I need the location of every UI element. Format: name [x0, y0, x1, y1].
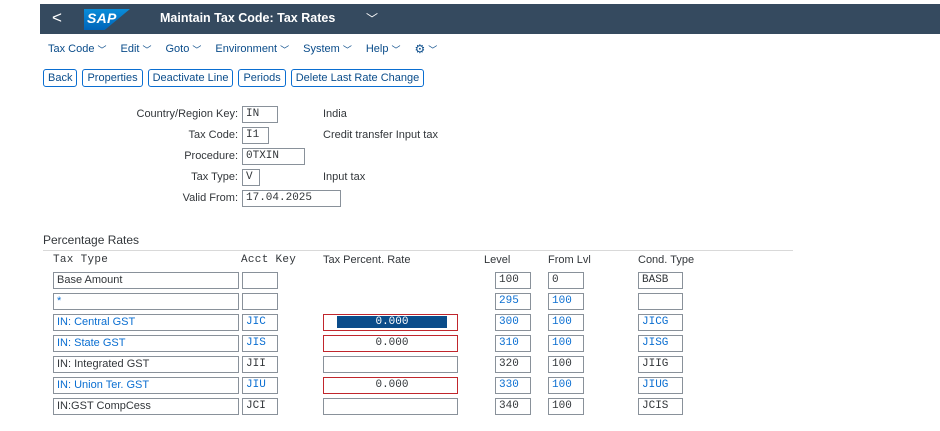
valid-from-label: Valid From: [182, 192, 238, 204]
level-cell[interactable]: 340 [495, 398, 531, 415]
menu-help[interactable]: Help ﹀ [365, 43, 401, 55]
sap-logo: SAP [84, 9, 130, 30]
col-acct-key: Acct Key [241, 254, 297, 266]
from-lvl-cell[interactable]: 100 [548, 314, 584, 331]
tax-percent-rate-input[interactable]: 0.000 [323, 377, 458, 394]
chevron-down-icon: ﹀ [342, 44, 352, 55]
level-cell[interactable]: 320 [495, 356, 531, 373]
tax-type-label: Tax Type: [191, 171, 238, 183]
deactivate-line-button[interactable]: Deactivate Line [147, 69, 234, 87]
cond-type-cell[interactable]: JIUG [638, 377, 683, 394]
back-arrow-icon[interactable]: < [52, 8, 62, 27]
periods-button[interactable]: Periods [238, 69, 286, 87]
tax-code-description: Credit transfer Input tax [323, 129, 438, 141]
country-description: India [323, 108, 347, 120]
properties-button[interactable]: Properties [82, 69, 143, 87]
level-cell[interactable]: 100 [495, 272, 531, 289]
col-tax-percent-rate: Tax Percent. Rate [323, 254, 411, 266]
toolbar: Back Properties Deactivate Line Periods … [43, 69, 429, 87]
level-cell[interactable]: 295 [495, 293, 531, 310]
from-lvl-cell[interactable]: 100 [548, 377, 584, 394]
menu-goto[interactable]: Goto ﹀ [165, 43, 202, 55]
acct-key-cell[interactable]: JCI [242, 398, 278, 415]
country-region-key-field[interactable]: IN [242, 106, 278, 123]
shell-bar: < SAP Maintain Tax Code: Tax Rates ﹀ [40, 4, 940, 34]
chevron-down-icon: ﹀ [428, 44, 438, 55]
level-cell[interactable]: 310 [495, 335, 531, 352]
chevron-down-icon: ﹀ [142, 44, 152, 55]
rate-value: 0.000 [337, 316, 447, 328]
menu-tax-code[interactable]: Tax Code ﹀ [48, 43, 107, 55]
acct-key-cell[interactable]: JIU [242, 377, 278, 394]
gear-icon: ⚙ [414, 42, 426, 56]
tax-type-description: Input tax [323, 171, 366, 183]
col-tax-type: Tax Type [53, 254, 109, 266]
col-cond-type: Cond. Type [638, 254, 695, 266]
chevron-down-icon: ﹀ [391, 44, 401, 55]
from-lvl-cell[interactable]: 100 [548, 293, 584, 310]
procedure-label: Procedure: [184, 150, 238, 162]
cond-type-cell[interactable]: JCIS [638, 398, 683, 415]
tax-percent-rate-input[interactable]: 0.000 [323, 314, 458, 331]
tax-type-cell[interactable]: IN: Central GST [53, 314, 239, 331]
title-chevron-down-icon[interactable]: ﹀ [366, 12, 379, 26]
tax-type-cell[interactable]: IN: Integrated GST [53, 356, 239, 373]
from-lvl-cell[interactable]: 100 [548, 398, 584, 415]
tax-type-cell[interactable]: IN: State GST [53, 335, 239, 352]
menu-environment[interactable]: Environment ﹀ [215, 43, 290, 55]
country-region-key-label: Country/Region Key: [136, 108, 239, 120]
from-lvl-cell[interactable]: 100 [548, 335, 584, 352]
acct-key-cell[interactable]: JIS [242, 335, 278, 352]
tax-percent-rate-input[interactable] [323, 356, 458, 373]
tax-type-cell[interactable]: Base Amount [53, 272, 239, 289]
level-cell[interactable]: 330 [495, 377, 531, 394]
percentage-rates-title: Percentage Rates [43, 233, 140, 247]
cond-type-cell[interactable] [638, 293, 683, 310]
chevron-down-icon: ﹀ [192, 44, 202, 55]
from-lvl-cell[interactable]: 0 [548, 272, 584, 289]
tax-code-field[interactable]: I1 [242, 127, 269, 144]
menu-system[interactable]: System ﹀ [303, 43, 352, 55]
delete-last-rate-change-button[interactable]: Delete Last Rate Change [290, 69, 425, 87]
tax-type-cell[interactable]: * [53, 293, 239, 310]
cond-type-cell[interactable]: JIIG [638, 356, 683, 373]
acct-key-cell[interactable] [242, 272, 278, 289]
cond-type-cell[interactable]: JISG [638, 335, 683, 352]
col-from-lvl: From Lvl [548, 254, 591, 266]
tax-type-cell[interactable]: IN:GST CompCess [53, 398, 239, 415]
valid-from-field[interactable]: 17.04.2025 [242, 190, 341, 207]
section-divider [43, 250, 793, 251]
level-cell[interactable]: 300 [495, 314, 531, 331]
tax-percent-rate-input[interactable]: 0.000 [323, 335, 458, 352]
back-button[interactable]: Back [43, 69, 78, 87]
acct-key-cell[interactable]: JIC [242, 314, 278, 331]
page-title: Maintain Tax Code: Tax Rates [160, 11, 336, 25]
tax-type-cell[interactable]: IN: Union Ter. GST [53, 377, 239, 394]
cond-type-cell[interactable]: JICG [638, 314, 683, 331]
col-level: Level [484, 254, 511, 266]
menu-edit[interactable]: Edit ﹀ [120, 43, 152, 55]
menu-settings[interactable]: ⚙ ﹀ [414, 41, 437, 57]
from-lvl-cell[interactable]: 100 [548, 356, 584, 373]
tax-percent-rate-input[interactable] [323, 398, 458, 415]
tax-type-field[interactable]: V [242, 169, 260, 186]
acct-key-cell[interactable] [242, 293, 278, 310]
chevron-down-icon: ﹀ [280, 44, 290, 55]
chevron-down-icon: ﹀ [97, 44, 107, 55]
acct-key-cell[interactable]: JII [242, 356, 278, 373]
cond-type-cell[interactable]: BASB [638, 272, 683, 289]
procedure-field[interactable]: 0TXIN [242, 148, 305, 165]
tax-code-label: Tax Code: [188, 129, 238, 141]
menu-bar: Tax Code ﹀ Edit ﹀ Goto ﹀ Environment ﹀ Syste… [48, 41, 451, 57]
